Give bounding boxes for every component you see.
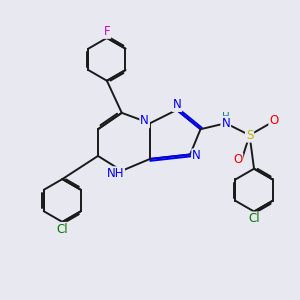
Text: O: O [269,114,279,128]
Text: NH: NH [106,167,124,180]
Text: N: N [173,98,182,111]
Text: N: N [221,117,230,130]
Text: F: F [103,25,110,38]
Text: S: S [246,129,253,142]
Text: Cl: Cl [56,223,68,236]
Text: H: H [222,112,230,122]
Text: Cl: Cl [248,212,260,226]
Text: N: N [140,114,149,128]
Text: O: O [233,153,242,166]
Text: N: N [192,149,201,162]
